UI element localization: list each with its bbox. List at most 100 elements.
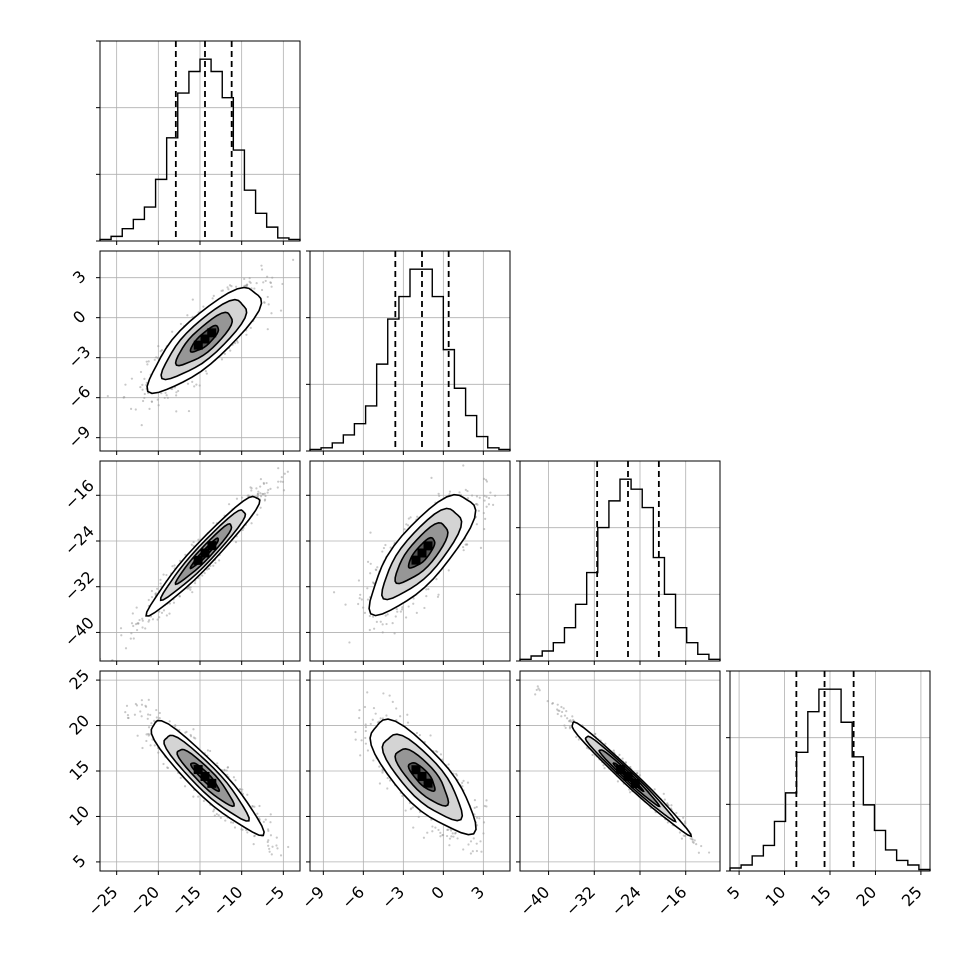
histogram-panel-4 (726, 670, 931, 875)
sample-point (680, 837, 684, 840)
sample-point (412, 826, 415, 829)
sample-point (160, 611, 164, 614)
sample-point (241, 528, 244, 532)
sample-point (638, 773, 642, 777)
sample-point (263, 499, 266, 502)
sample-point (378, 782, 382, 785)
sample-point (628, 791, 632, 794)
sample-point (475, 523, 478, 526)
sample-point (472, 837, 475, 840)
sample-point (173, 564, 176, 567)
sample-point (363, 705, 367, 709)
sample-point (240, 828, 243, 831)
sample-point (141, 626, 144, 629)
sample-point (262, 820, 265, 823)
sample-point (275, 836, 278, 839)
sample-point (546, 699, 549, 703)
sample-point (484, 478, 488, 481)
x-tick-label: −3 (378, 882, 408, 912)
sample-point (220, 358, 224, 361)
panel-content (100, 461, 300, 661)
sample-point (618, 753, 621, 756)
sample-point (407, 517, 410, 520)
sample-point (612, 749, 615, 752)
sample-point (171, 330, 174, 333)
sample-point (159, 578, 162, 581)
sample-point (435, 578, 438, 581)
sample-point (266, 828, 270, 831)
sample-point (381, 623, 384, 626)
sample-point (147, 698, 150, 701)
sample-point (466, 497, 470, 500)
sample-point (153, 719, 156, 722)
sample-point (224, 819, 227, 822)
histogram-steps (99, 58, 301, 241)
histogram-steps (519, 478, 721, 661)
sample-point (266, 840, 269, 844)
sample-point (156, 398, 159, 401)
sample-point (141, 399, 145, 403)
sample-point (156, 618, 159, 621)
sample-point (130, 377, 134, 380)
sample-point (143, 392, 146, 396)
sample-point (250, 489, 253, 492)
sample-point (191, 591, 194, 594)
y-tick-label: 20 (65, 711, 93, 739)
sample-point (269, 281, 273, 284)
density-core (623, 771, 633, 781)
sample-point (233, 342, 237, 345)
x-tick-label: 10 (762, 882, 790, 910)
panel-content (310, 461, 510, 661)
sample-point (253, 834, 256, 837)
sample-point (438, 494, 441, 498)
sample-point (153, 358, 156, 361)
sample-point (124, 711, 127, 714)
density-core (411, 765, 421, 775)
sample-point (120, 634, 123, 637)
sample-point (492, 503, 495, 506)
sample-point (372, 706, 376, 710)
sample-point (395, 607, 398, 611)
sample-point (174, 725, 177, 728)
density-core (630, 778, 640, 788)
sample-point (197, 538, 200, 541)
sample-point (177, 389, 180, 393)
sample-point (391, 622, 394, 625)
sample-point (436, 595, 440, 598)
sample-point (366, 691, 369, 694)
sample-point (431, 830, 434, 833)
sample-point (184, 731, 187, 734)
sample-point (478, 817, 481, 820)
sample-point (697, 851, 700, 854)
sample-point (190, 543, 193, 546)
density-core (207, 778, 217, 788)
y-tick-label: −32 (61, 567, 98, 604)
x-tick-label: 15 (807, 882, 835, 910)
scatter-panel-1-4 (96, 670, 301, 875)
sample-point (202, 305, 205, 308)
sample-point (485, 505, 488, 508)
sample-point (624, 761, 627, 764)
sample-point (277, 480, 280, 483)
sample-point (388, 694, 391, 697)
sample-point (175, 410, 178, 413)
x-tick-label: 25 (898, 882, 926, 910)
sample-point (141, 383, 144, 386)
sample-point (364, 729, 367, 733)
sample-point (248, 277, 251, 280)
density-core (417, 548, 427, 558)
sample-point (165, 614, 168, 617)
sample-point (234, 779, 237, 782)
sample-point (461, 781, 464, 784)
sample-point (226, 286, 229, 289)
sample-point (221, 289, 224, 292)
sample-point (166, 766, 169, 769)
sample-point (441, 834, 444, 837)
sample-point (358, 597, 361, 600)
sample-point (466, 781, 470, 784)
sample-point (506, 493, 509, 497)
sample-point (537, 687, 540, 690)
sample-point (475, 849, 479, 853)
sample-point (535, 688, 538, 692)
